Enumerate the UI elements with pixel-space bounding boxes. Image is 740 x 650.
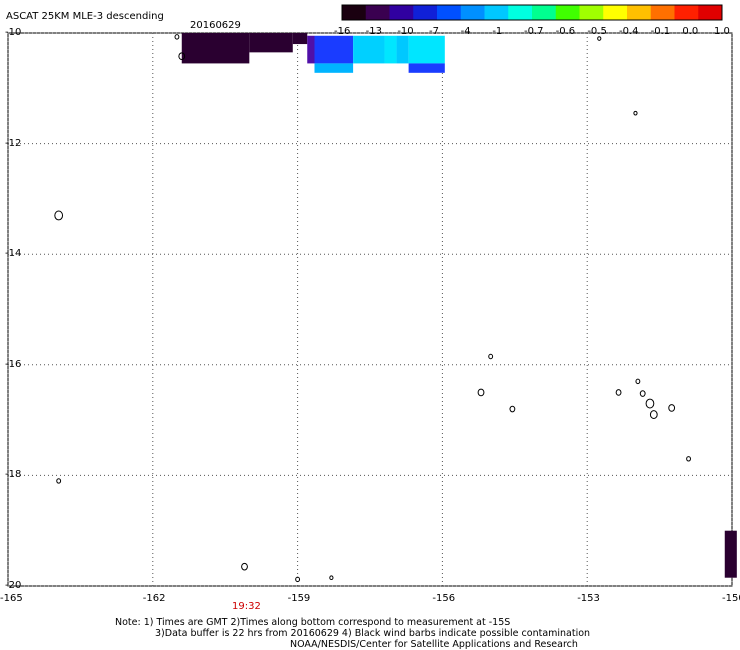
colorbar-swatch xyxy=(650,5,675,20)
colorbar xyxy=(341,4,723,21)
swath-time-label: 19:32 xyxy=(232,601,261,612)
island-outline xyxy=(509,405,516,413)
colorbar-tick-label: -13 xyxy=(365,26,382,37)
wind-data-cell xyxy=(408,63,445,73)
colorbar-tick-label: -0.7 xyxy=(524,26,544,37)
colorbar-swatch xyxy=(342,5,367,20)
colorbar-swatch xyxy=(674,5,699,20)
island-outline xyxy=(477,388,485,397)
colorbar-tick-label: -10 xyxy=(397,26,414,37)
wind-data-cell xyxy=(396,35,409,64)
colorbar-swatch xyxy=(555,5,580,20)
wind-data-cell xyxy=(249,33,293,53)
colorbar-tick-label: -0.5 xyxy=(587,26,607,37)
note-line-3: NOAA/NESDIS/Center for Satellite Applica… xyxy=(290,639,578,650)
lon-tick-label: -165 xyxy=(0,593,23,604)
wind-data-cell xyxy=(384,35,397,64)
lat-tick-label: -10 xyxy=(5,27,22,38)
lat-tick-label: -14 xyxy=(5,248,22,260)
island-outline xyxy=(615,389,622,396)
colorbar-tick-label: -0.4 xyxy=(619,26,639,37)
colorbar-swatch xyxy=(413,5,438,20)
colorbar-swatch xyxy=(508,5,533,20)
island-outline xyxy=(178,52,186,61)
colorbar-tick-label: 0.0 xyxy=(682,26,699,37)
colorbar-swatch xyxy=(603,5,628,20)
island-outline xyxy=(329,575,334,581)
wind-data-cell xyxy=(292,33,308,45)
colorbar-tick-label: -0.6 xyxy=(555,26,576,37)
colorbar-swatch xyxy=(698,5,723,20)
island-outline xyxy=(686,456,691,462)
colorbar-swatch xyxy=(484,5,509,20)
island-outline xyxy=(668,404,676,412)
island-outline xyxy=(597,36,602,41)
colorbar-tick-label: -0.1 xyxy=(650,26,671,37)
wind-data-cell xyxy=(724,530,737,578)
lon-tick-label: -156 xyxy=(432,593,456,604)
coastline-islands xyxy=(54,34,691,583)
island-outline xyxy=(645,398,655,409)
lat-tick-label: -20 xyxy=(5,580,22,591)
colorbar-tick-label: -7 xyxy=(429,26,439,37)
island-outline xyxy=(635,378,641,385)
colorbar-swatch xyxy=(579,5,604,20)
colorbar-swatch xyxy=(365,5,390,20)
island-outline xyxy=(639,390,646,397)
island-outline xyxy=(488,353,494,360)
colorbar-tick-label: 1.0 xyxy=(714,26,730,37)
wind-data-cell xyxy=(353,35,385,64)
wind-data-cell xyxy=(307,35,315,64)
lon-tick-label: -150 xyxy=(722,593,740,604)
wind-data-cell xyxy=(314,63,354,73)
lon-tick-label: -153 xyxy=(577,593,600,604)
wind-data-cell xyxy=(181,33,250,64)
island-outline xyxy=(295,576,301,583)
island-outline xyxy=(56,478,62,484)
note-line-2: 3)Data buffer is 22 hrs from 20160629 4)… xyxy=(155,628,591,639)
colorbar-tick-label: -16 xyxy=(334,26,351,37)
wind-data-cell xyxy=(314,35,354,64)
wind-data-cell xyxy=(408,35,445,64)
colorbar-border xyxy=(341,4,723,21)
product-title: ASCAT 25KM MLE-3 descending xyxy=(6,11,164,22)
colorbar-swatch xyxy=(389,5,414,20)
plot-frame xyxy=(7,32,733,587)
island-outline xyxy=(649,410,658,419)
island-outline xyxy=(633,110,638,116)
colorbar-swatch xyxy=(460,5,485,20)
product-date: 20160629 xyxy=(190,20,241,31)
lon-tick-label: -162 xyxy=(142,593,166,604)
island-outline xyxy=(241,562,248,571)
lat-tick-label: -12 xyxy=(5,137,22,149)
island-outline xyxy=(174,34,180,40)
colorbar-swatch xyxy=(532,5,557,20)
lat-tick-label: -16 xyxy=(5,358,22,370)
colorbar-swatch xyxy=(437,5,462,20)
colorbar-swatch xyxy=(627,5,652,20)
note-line-1: Note: 1) Times are GMT 2)Times along bot… xyxy=(115,617,511,628)
colorbar-tick-label: -4 xyxy=(460,26,471,37)
colorbar-tick-label: -1 xyxy=(492,26,503,37)
island-outline xyxy=(54,210,64,221)
grid-lines xyxy=(7,32,733,587)
lon-tick-label: -159 xyxy=(287,593,311,604)
wind-data-patches xyxy=(181,33,737,578)
lat-tick-label: -18 xyxy=(5,469,22,481)
